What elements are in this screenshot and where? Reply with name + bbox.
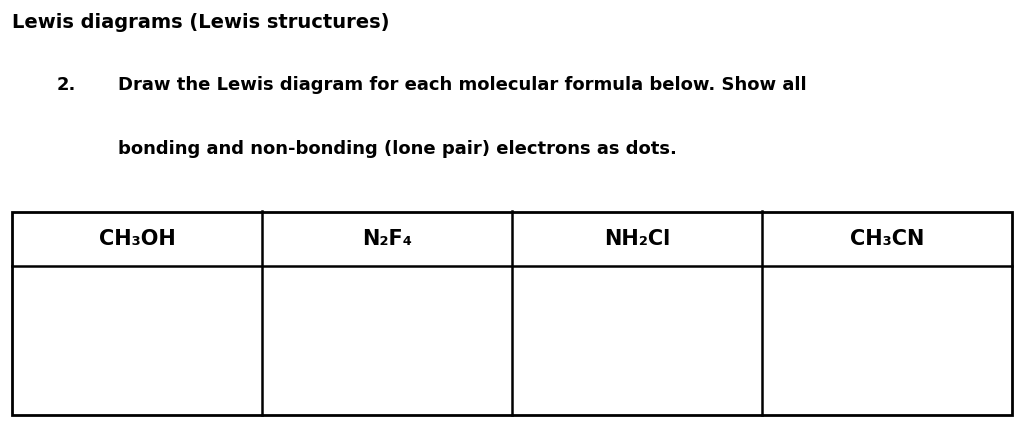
Text: N₂F₄: N₂F₄ xyxy=(362,229,412,249)
Text: CH₃OH: CH₃OH xyxy=(99,229,175,249)
Text: NH₂Cl: NH₂Cl xyxy=(604,229,670,249)
Text: Lewis diagrams (Lewis structures): Lewis diagrams (Lewis structures) xyxy=(12,13,390,32)
Text: Draw the Lewis diagram for each molecular formula below. Show all: Draw the Lewis diagram for each molecula… xyxy=(118,76,806,94)
Text: CH₃CN: CH₃CN xyxy=(850,229,924,249)
Text: 2.: 2. xyxy=(56,76,76,94)
Text: bonding and non-bonding (lone pair) electrons as dots.: bonding and non-bonding (lone pair) elec… xyxy=(118,140,677,158)
